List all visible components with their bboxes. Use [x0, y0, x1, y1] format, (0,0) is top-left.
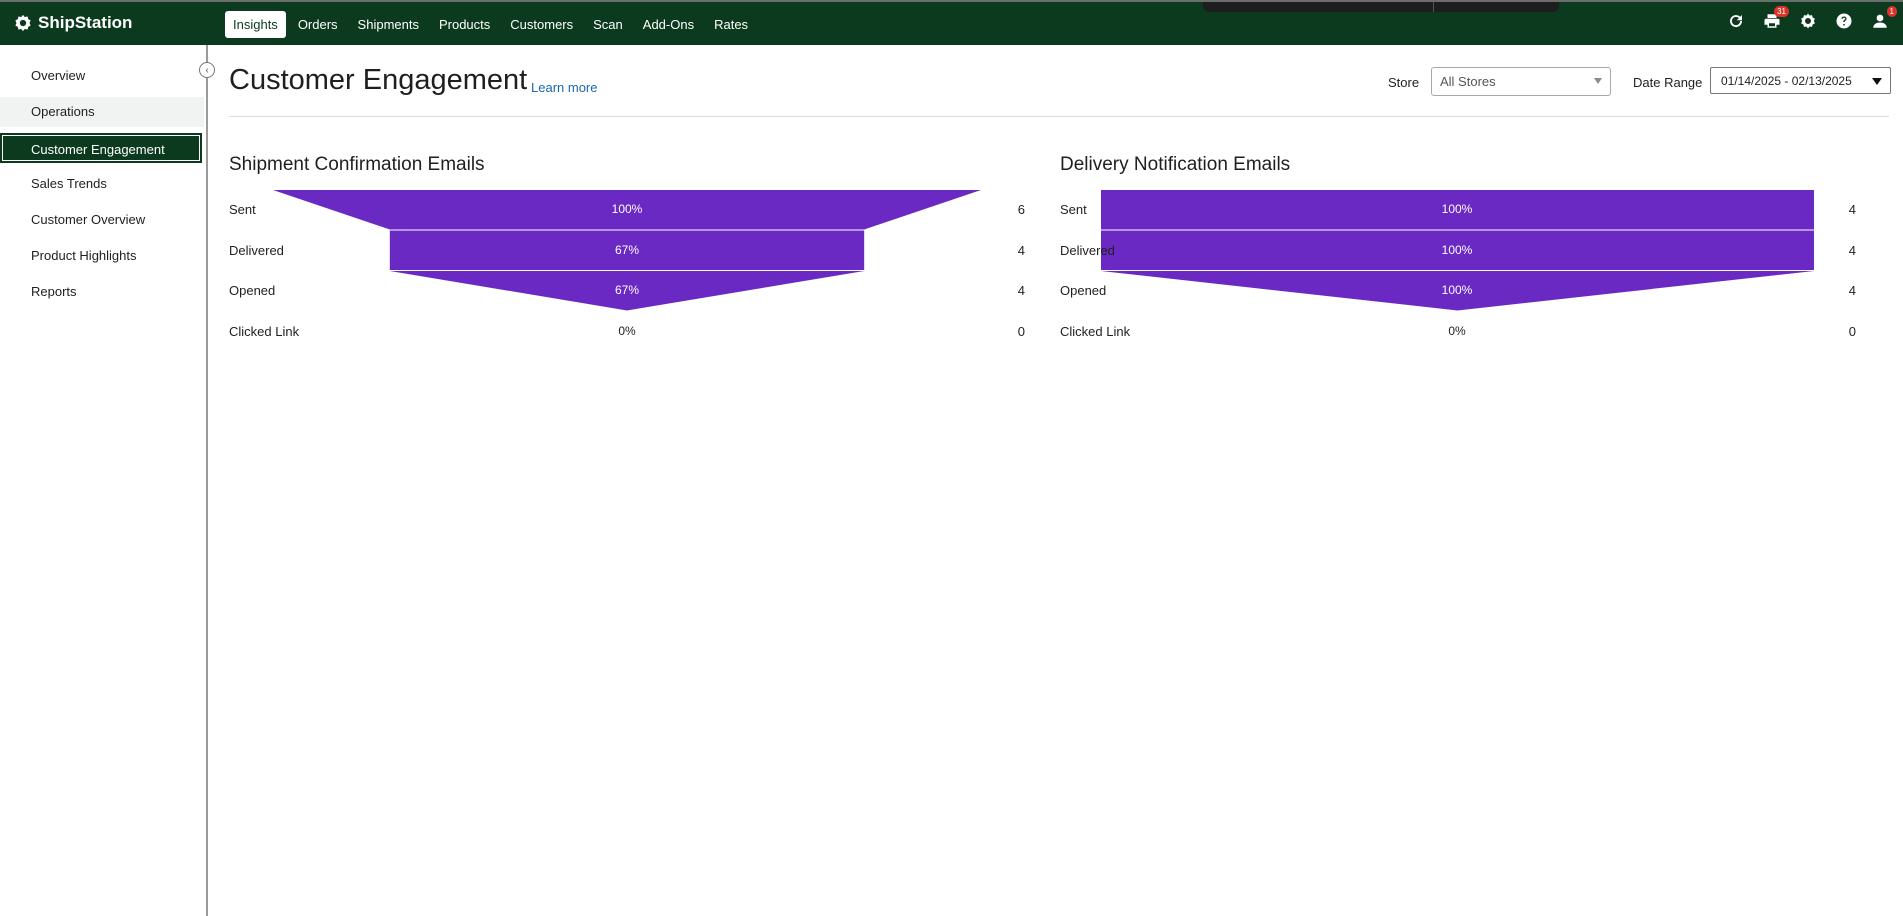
funnel-stage-percent: 67%	[614, 283, 640, 298]
funnel-stage-label: Opened	[1060, 283, 1107, 299]
top-navigation-bar: ShipStation Insights Orders Shipments Pr…	[0, 0, 1903, 45]
nav-orders[interactable]: Orders	[297, 17, 338, 32]
funnel-stage-count: 6	[1017, 202, 1025, 218]
date-range-value: 01/14/2025 - 02/13/2025	[1721, 74, 1852, 88]
help-icon[interactable]	[1835, 12, 1853, 30]
funnel-segment-opened[interactable]	[389, 271, 865, 311]
funnel-stage-percent: 100%	[1441, 202, 1473, 217]
funnel-segment-delivered[interactable]	[1100, 230, 1814, 271]
nav-shipments[interactable]: Shipments	[357, 17, 419, 32]
funnel-stage-count: 4	[1848, 202, 1856, 218]
funnel-stage-count: 0	[1848, 323, 1856, 339]
nav-products[interactable]: Products	[438, 17, 491, 32]
user-account-icon[interactable]: 1	[1871, 6, 1897, 30]
nav-insights[interactable]: Insights	[225, 11, 286, 38]
sidebar-item-customer-engagement[interactable]: Customer Engagement	[0, 133, 202, 163]
funnel-stage-percent: 0%	[1448, 323, 1466, 338]
top-icons: 31 1	[1727, 6, 1897, 30]
funnel-stage-count: 4	[1017, 283, 1025, 299]
funnel-stage-count: 4	[1017, 242, 1025, 258]
store-select[interactable]: All Stores	[1431, 67, 1611, 96]
printer-icon[interactable]: 31	[1763, 6, 1789, 30]
collapse-sidebar-chevron-icon[interactable]: ‹	[199, 62, 215, 78]
date-range-select[interactable]: 01/14/2025 - 02/13/2025	[1710, 67, 1891, 94]
user-badge: 1	[1886, 6, 1897, 17]
date-range-label: Date Range	[1633, 75, 1703, 90]
funnel-stage-count: 0	[1017, 323, 1025, 339]
settings-gear-icon[interactable]	[1799, 12, 1817, 30]
sidebar-item-reports[interactable]: Reports	[31, 284, 77, 299]
chart-title-shipment-confirmation: Shipment Confirmation Emails	[229, 154, 485, 175]
refresh-icon[interactable]	[1727, 12, 1745, 30]
store-select-value: All Stores	[1440, 74, 1496, 89]
chevron-down-icon	[1872, 78, 1882, 85]
funnel-stage-count: 4	[1848, 242, 1856, 258]
funnel-svg	[1100, 190, 1814, 311]
funnel-segment-sent[interactable]	[1100, 190, 1814, 230]
funnel-stage-label: Sent	[1060, 202, 1087, 218]
printer-badge: 31	[1774, 6, 1789, 17]
funnel-stage-label: Clicked Link	[229, 323, 300, 339]
funnel-svg	[273, 190, 981, 311]
funnel-stage-label: Delivered	[229, 242, 284, 258]
main-nav: Insights Orders Shipments Products Custo…	[225, 11, 760, 38]
funnel-segment-opened[interactable]	[1100, 271, 1814, 311]
brand-logo[interactable]: ShipStation	[14, 13, 132, 33]
funnel-stage-percent: 100%	[1441, 283, 1473, 298]
sidebar-item-overview[interactable]: Overview	[31, 68, 86, 83]
nav-rates[interactable]: Rates	[714, 17, 749, 32]
chevron-down-icon	[1594, 78, 1602, 84]
funnel-stage-percent: 67%	[614, 242, 640, 257]
funnel-stage-percent: 0%	[618, 323, 636, 338]
chart-title-delivery-notification: Delivery Notification Emails	[1060, 154, 1291, 175]
funnel-stage-percent: 100%	[1441, 242, 1473, 257]
funnel-segment-delivered[interactable]	[389, 230, 865, 271]
funnel-stage-count: 4	[1848, 283, 1856, 299]
page-title: Customer Engagement	[229, 64, 528, 96]
shipstation-gear-icon	[15, 14, 31, 32]
funnel-stage-label: Clicked Link	[1060, 323, 1131, 339]
sidebar-item-customer-overview[interactable]: Customer Overview	[31, 212, 146, 227]
header-divider	[229, 116, 1889, 117]
funnel-stage-percent: 100%	[611, 202, 643, 217]
sidebar-item-product-highlights[interactable]: Product Highlights	[31, 248, 137, 263]
nav-add-ons[interactable]: Add-Ons	[642, 17, 695, 32]
funnel-stage-label: Delivered	[1060, 242, 1115, 258]
funnel-segment-sent[interactable]	[273, 190, 981, 230]
funnel-stage-label: Opened	[229, 283, 276, 299]
brand-name: ShipStation	[38, 13, 133, 32]
learn-more-link[interactable]: Learn more	[531, 80, 598, 95]
nav-scan[interactable]: Scan	[593, 17, 623, 32]
store-label: Store	[1388, 75, 1420, 90]
nav-customers[interactable]: Customers	[510, 17, 574, 32]
insights-sidebar: Overview Operations Customer Engagement …	[0, 45, 208, 916]
overlay-strip	[1203, 2, 1559, 12]
funnel-stage-label: Sent	[229, 202, 256, 218]
sidebar-item-sales-trends[interactable]: Sales Trends	[31, 176, 107, 191]
sidebar-item-operations[interactable]: Operations	[0, 97, 204, 127]
